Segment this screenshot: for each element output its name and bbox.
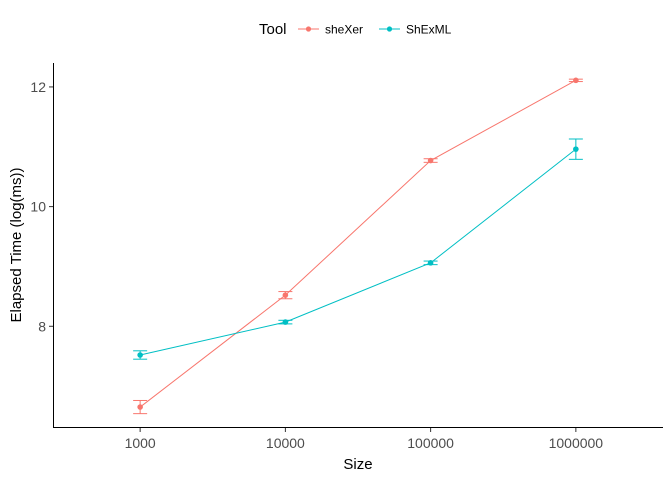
y-ticks: 8 10 12: [30, 79, 53, 334]
legend-item-0: sheXer: [298, 23, 363, 37]
data-point-0-2: [427, 157, 434, 164]
plot-area: [133, 77, 583, 415]
x-tick-label-0: 1000: [125, 435, 156, 451]
y-tick-label-1: 10: [30, 199, 46, 215]
series-0: [133, 77, 583, 415]
legend: Tool sheXer ShExML: [259, 21, 452, 38]
x-axis-title: Size: [343, 456, 372, 473]
legend-title: Tool: [259, 21, 287, 38]
legend-label-0: sheXer: [325, 23, 363, 37]
data-point-1-1: [282, 319, 289, 325]
legend-key-point-0: [305, 26, 312, 32]
series-1: [133, 138, 583, 360]
legend-label-1: ShExML: [406, 23, 452, 37]
y-axis-title: Elapsed Time (log(ms)): [8, 167, 25, 322]
y-tick-label-0: 8: [38, 318, 46, 334]
x-tick-label-3: 1000000: [549, 435, 604, 451]
x-tick-label-1: 10000: [266, 435, 305, 451]
x-tick-label-2: 100000: [407, 435, 454, 451]
data-point-0-0: [137, 404, 143, 410]
x-ticks: 1000 10000 100000 1000000: [125, 428, 604, 451]
series-line-0: [139, 79, 577, 408]
data-point-1-2: [427, 260, 434, 266]
legend-key-point-1: [386, 26, 393, 32]
data-point-0-3: [573, 77, 579, 84]
legend-item-1: ShExML: [379, 23, 452, 37]
data-point-0-1: [282, 292, 289, 298]
y-tick-label-2: 12: [30, 79, 46, 95]
data-point-1-3: [573, 146, 579, 152]
series-line-1: [140, 148, 577, 356]
data-point-1-0: [137, 352, 143, 358]
